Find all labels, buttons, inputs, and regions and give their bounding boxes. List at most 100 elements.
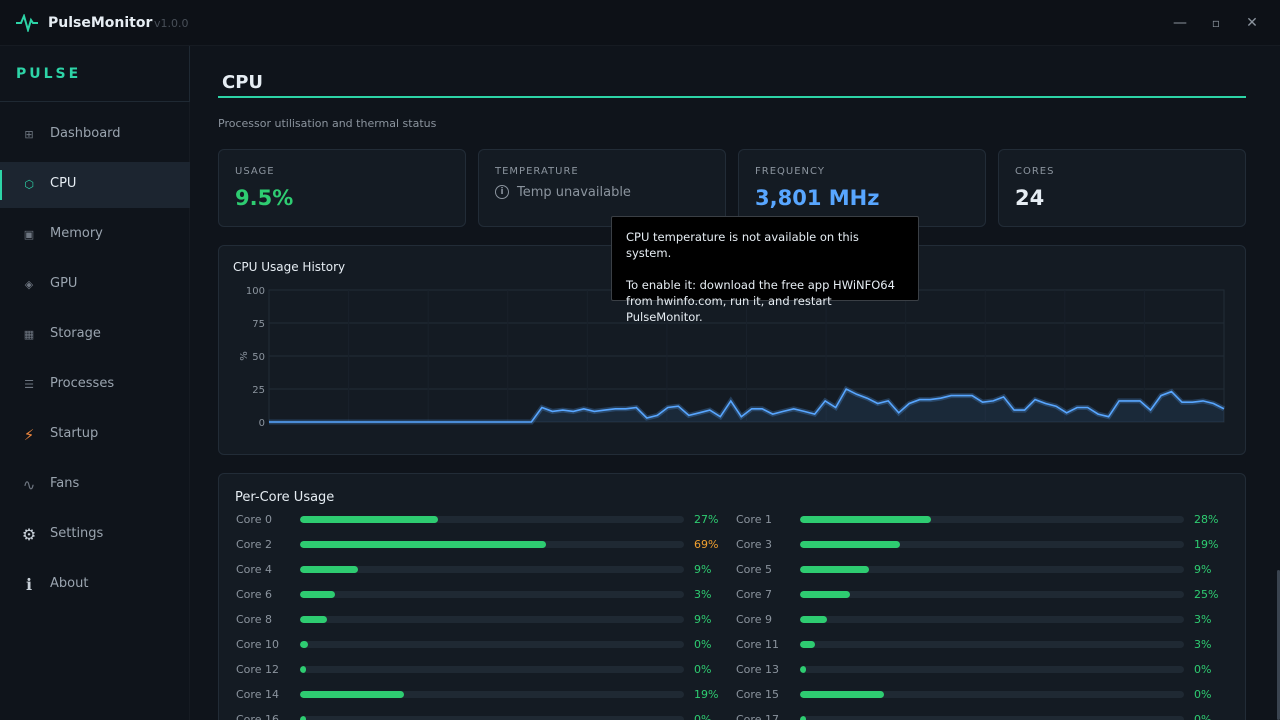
core-name: Core 6 [236, 588, 272, 601]
temperature-value: Temp unavailable [517, 185, 631, 200]
core-usage-percent: 9% [694, 613, 712, 626]
core-usage-percent: 0% [1194, 663, 1212, 676]
core-row: Core 2 69% [236, 538, 726, 552]
memory-icon: ▣ [23, 228, 35, 241]
sidebar-item-processes[interactable]: ☰ Processes [0, 362, 190, 408]
core-usage-fill [300, 691, 404, 698]
core-usage-bar [800, 691, 1184, 698]
core-usage-bar [300, 541, 684, 548]
minimize-button[interactable]: — [1173, 15, 1187, 31]
frequency-label: FREQUENCY [755, 166, 825, 177]
core-row: Core 6 3% [236, 588, 726, 602]
sidebar-item-label: Processes [50, 376, 115, 391]
core-usage-bar [300, 691, 684, 698]
lightning-icon: ⚡ [23, 426, 35, 444]
core-row: Core 16 0% [236, 713, 726, 720]
core-row: Core 15 0% [736, 688, 1226, 702]
core-usage-fill [800, 666, 806, 673]
core-usage-bar [800, 516, 1184, 523]
y-axis-label: % [239, 351, 250, 361]
core-name: Core 17 [736, 713, 779, 720]
core-usage-fill [300, 541, 546, 548]
close-button[interactable]: ✕ [1246, 15, 1258, 31]
grid-icon: ⊞ [24, 128, 34, 141]
cores-count-value: 24 [1015, 186, 1045, 210]
cores-count-card: CORES 24 [998, 149, 1246, 227]
y-tick-label: 0 [259, 418, 265, 429]
core-name: Core 14 [236, 688, 279, 701]
title-bar: PulseMonitor v1.0.0 — ▫ ✕ [0, 0, 1280, 46]
core-usage-percent: 0% [694, 638, 712, 651]
core-usage-bar [800, 641, 1184, 648]
core-name: Core 4 [236, 563, 272, 576]
core-row: Core 1 28% [736, 513, 1226, 527]
core-name: Core 5 [736, 563, 772, 576]
core-usage-fill [800, 691, 885, 698]
list-icon: ☰ [24, 378, 34, 391]
frequency-value: 3,801 MHz [755, 186, 880, 210]
core-usage-percent: 27% [694, 513, 719, 526]
core-row: Core 11 3% [736, 638, 1226, 652]
core-usage-percent: 0% [694, 713, 712, 720]
sidebar-item-settings[interactable]: ⚙ Settings [0, 512, 190, 558]
scrollbar-thumb[interactable] [1277, 570, 1280, 720]
brand-label: PULSE [16, 66, 82, 82]
brand-box: PULSE [0, 46, 190, 102]
sidebar-item-cpu[interactable]: ⬡ CPU [0, 162, 190, 208]
core-name: Core 3 [736, 538, 772, 551]
core-usage-bar [800, 666, 1184, 673]
sidebar-item-storage[interactable]: ▦ Storage [0, 312, 190, 358]
core-name: Core 0 [236, 513, 272, 526]
core-usage-bar [800, 716, 1184, 720]
core-name: Core 15 [736, 688, 779, 701]
usage-line [269, 387, 1225, 423]
sidebar-item-gpu[interactable]: ◈ GPU [0, 262, 190, 308]
core-usage-fill [300, 616, 327, 623]
core-usage-percent: 3% [1194, 613, 1212, 626]
core-name: Core 8 [236, 613, 272, 626]
core-usage-percent: 3% [694, 588, 712, 601]
core-usage-bar [800, 591, 1184, 598]
sidebar-item-label: Fans [50, 476, 80, 491]
page-title: CPU [222, 72, 264, 93]
core-usage-bar [800, 616, 1184, 623]
info-icon: ℹ [25, 575, 33, 594]
core-usage-fill [300, 591, 335, 598]
scrollbar-track[interactable] [1276, 46, 1280, 720]
maximize-button[interactable]: ▫ [1211, 16, 1221, 30]
core-usage-bar [300, 666, 684, 673]
sidebar-item-dashboard[interactable]: ⊞ Dashboard [0, 112, 190, 158]
core-usage-percent: 0% [1194, 713, 1212, 720]
core-usage-percent: 28% [1194, 513, 1219, 526]
temperature-tooltip: CPU temperature is not available on this… [611, 216, 919, 324]
core-row: Core 3 19% [736, 538, 1226, 552]
temperature-label: TEMPERATURE [495, 166, 579, 177]
core-usage-fill [300, 716, 306, 720]
y-tick-label: 75 [252, 319, 265, 330]
core-row: Core 14 19% [236, 688, 726, 702]
cores-count-label: CORES [1015, 166, 1055, 177]
info-icon[interactable]: i [495, 185, 509, 199]
y-tick-label: 50 [252, 352, 265, 363]
core-usage-percent: 25% [1194, 588, 1219, 601]
core-row: Core 7 25% [736, 588, 1226, 602]
core-row: Core 8 9% [236, 613, 726, 627]
sidebar-item-label: Storage [50, 326, 101, 341]
sidebar-item-startup[interactable]: ⚡ Startup [0, 412, 190, 458]
core-usage-fill [300, 666, 306, 673]
core-usage-bar [800, 566, 1184, 573]
sidebar-item-about[interactable]: ℹ About [0, 562, 190, 608]
sidebar-item-memory[interactable]: ▣ Memory [0, 212, 190, 258]
temperature-card[interactable]: TEMPERATURE i Temp unavailable [478, 149, 726, 227]
core-name: Core 7 [736, 588, 772, 601]
per-core-usage-card: Per-Core Usage Core 0 27% Core 1 28% Core 2 6… [218, 473, 1246, 720]
y-tick-label: 25 [252, 385, 265, 396]
core-usage-fill [800, 641, 816, 648]
sidebar-item-fans[interactable]: ∿ Fans [0, 462, 190, 508]
core-row: Core 10 0% [236, 638, 726, 652]
core-usage-fill [300, 516, 439, 523]
core-name: Core 16 [236, 713, 279, 720]
y-tick-label: 100 [246, 286, 265, 297]
core-usage-fill [800, 541, 900, 548]
core-usage-percent: 9% [694, 563, 712, 576]
